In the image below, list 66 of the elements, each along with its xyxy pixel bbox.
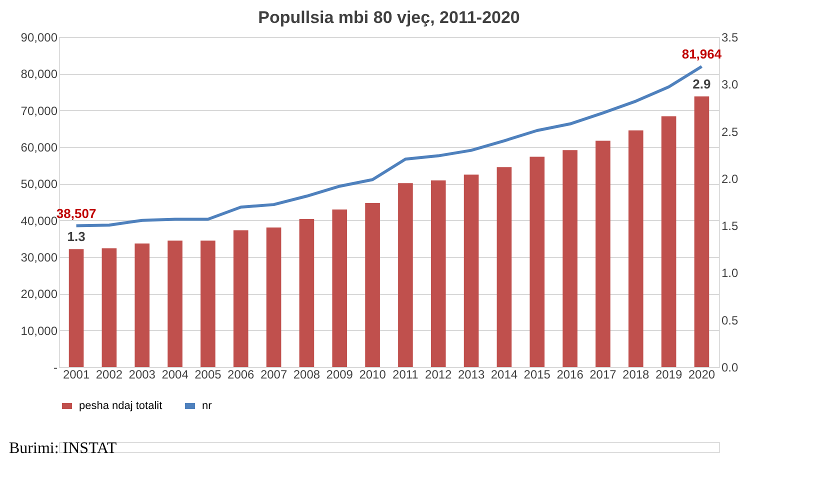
bar [365, 202, 380, 367]
bar [464, 174, 479, 367]
x-tick-label: 2011 [392, 368, 419, 382]
bar [596, 140, 610, 367]
x-tick-label: 2008 [293, 368, 320, 382]
y2-tick-label: 2.5 [722, 124, 739, 139]
x-tick-label: 2013 [458, 368, 485, 382]
y-tick-label: 30,000 [20, 250, 58, 264]
x-tick-label: 2004 [162, 368, 189, 382]
chart-title: Popullsia mbi 80 vjeç, 2011-2020 [258, 8, 520, 27]
bar [168, 240, 182, 367]
bar [430, 180, 446, 367]
y2-tick-label: 3.5 [722, 30, 739, 44]
x-tick-label: 2001 [62, 368, 90, 382]
x-tick-label: 2019 [655, 368, 682, 382]
x-tick-label: 2014 [490, 368, 518, 382]
bar [299, 218, 314, 367]
x-tick-label: 2005 [194, 368, 222, 382]
y2-tick-label: 0.5 [722, 313, 739, 328]
bar [134, 243, 150, 367]
y-tick-label: 10,000 [20, 324, 58, 338]
x-tick-label: 2009 [326, 368, 354, 382]
y-tick-label: 40,000 [20, 214, 58, 228]
x-tick-label: 2003 [128, 368, 156, 382]
x-tick-label: 2006 [228, 368, 255, 382]
bar [233, 230, 248, 367]
x-tick-label: 2012 [425, 368, 452, 382]
y2-tick-label: 3.0 [722, 78, 739, 92]
legend-label: nr [202, 400, 212, 412]
data-label: 2.9 [692, 76, 711, 92]
x-tick-label: 2016 [556, 368, 584, 382]
x-tick-label: 2010 [359, 368, 386, 382]
y-tick-label: 50,000 [20, 177, 58, 192]
bar [102, 248, 117, 367]
bar [266, 227, 282, 367]
data-label: 38,507 [56, 206, 96, 221]
y-tick-label: 20,000 [20, 287, 58, 302]
y2-tick-label: 0.0 [722, 360, 739, 374]
y-tick-label: 70,000 [20, 104, 58, 118]
bar [398, 183, 413, 367]
y-tick-label: 80,000 [20, 67, 58, 82]
y-tick-label: 60,000 [20, 140, 58, 154]
x-tick-label: 2002 [96, 368, 123, 382]
x-tick-label: 2007 [260, 368, 288, 382]
bar [200, 240, 216, 367]
bar [332, 210, 348, 367]
data-label: 1.3 [67, 229, 86, 244]
bar [496, 167, 512, 367]
y2-tick-label: 1.0 [722, 266, 739, 280]
x-tick-label: 2015 [524, 368, 551, 382]
bar [628, 130, 644, 367]
y2-tick-label: 2.0 [722, 172, 739, 186]
bar [530, 156, 545, 367]
bar [562, 150, 578, 367]
bar [661, 116, 676, 367]
text: Burimi: INSTAT [9, 440, 117, 457]
y-tick-label: - [54, 360, 58, 374]
data-label: 81,964 [682, 46, 722, 62]
x-tick-label: 2020 [688, 368, 716, 382]
x-tick-label: 2017 [590, 368, 617, 382]
y2-tick-label: 1.5 [722, 219, 739, 234]
y-tick-label: 90,000 [20, 30, 58, 44]
legend-label: pesha ndaj totalit [79, 400, 162, 412]
bar [68, 249, 84, 367]
bar [694, 96, 710, 367]
x-tick-label: 2018 [622, 368, 650, 382]
